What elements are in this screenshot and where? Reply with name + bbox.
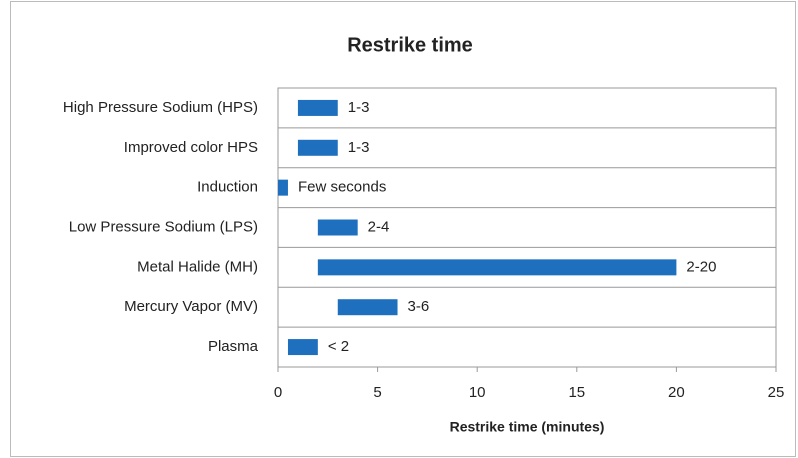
x-tick-label: 25 [768, 384, 785, 401]
value-label: 1-3 [348, 139, 370, 156]
x-tick-label: 15 [568, 384, 585, 401]
bar [337, 299, 398, 316]
y-tick-label: Improved color HPS [124, 139, 258, 156]
y-tick-label: Induction [197, 179, 258, 196]
bar [317, 259, 677, 276]
value-label: 1-3 [348, 99, 370, 116]
bar [297, 139, 338, 156]
value-label: 2-20 [686, 258, 716, 275]
bar [297, 99, 338, 116]
y-tick-label: Metal Halide (MH) [137, 258, 258, 275]
value-label: 2-4 [368, 218, 390, 235]
x-axis-label: Restrike time (minutes) [450, 419, 605, 435]
plot-area [277, 87, 777, 368]
x-tick-label: 5 [373, 384, 381, 401]
bar [287, 339, 318, 356]
value-label: < 2 [328, 338, 349, 355]
y-tick-label: Plasma [208, 338, 259, 355]
chart-border [10, 1, 796, 457]
bar [317, 219, 358, 236]
y-tick-label: High Pressure Sodium (HPS) [63, 99, 258, 116]
y-tick-label: Low Pressure Sodium (LPS) [69, 218, 258, 235]
x-tick-label: 10 [469, 384, 486, 401]
value-label: 3-6 [408, 298, 430, 315]
x-tick-label: 0 [274, 384, 282, 401]
y-tick-label: Mercury Vapor (MV) [124, 298, 258, 315]
x-tick-label: 20 [668, 384, 685, 401]
value-label: Few seconds [298, 179, 386, 196]
chart-title: Restrike time [347, 34, 473, 56]
bar [278, 179, 288, 196]
